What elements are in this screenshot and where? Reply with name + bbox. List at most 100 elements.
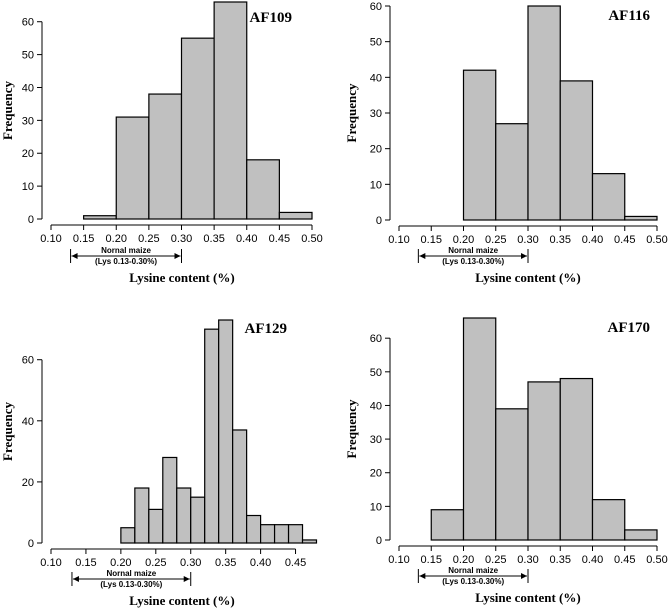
histogram-bar	[591, 499, 626, 541]
y-axis-label: Frequency	[344, 399, 359, 458]
y-axis-label: Frequency	[0, 81, 15, 140]
histogram-bar	[301, 539, 318, 544]
histogram-bar	[115, 116, 150, 220]
y-tick-label: 40	[22, 82, 34, 94]
histogram-bar	[591, 173, 626, 221]
x-tick-label: 0.20	[110, 557, 131, 569]
x-tick-label: 0.10	[388, 234, 409, 246]
normal-maize-range-annotation: Nornal maize (Lys 0.13-0.30%)	[70, 246, 182, 266]
x-tick-label: 0.30	[517, 554, 538, 566]
arrow-left-icon	[71, 253, 78, 259]
normal-maize-range-annotation: Nornal maize (Lys 0.13-0.30%)	[417, 246, 529, 266]
histogram-bar	[83, 215, 117, 220]
x-tick-label: 0.40	[236, 233, 257, 245]
y-tick-label: 30	[370, 434, 382, 446]
annotation-line-2: (Lys 0.13-0.30%)	[100, 580, 162, 589]
y-tick-label: 60	[22, 17, 34, 29]
histogram-bar	[148, 93, 183, 220]
histogram-bar	[190, 496, 206, 544]
y-tick-label: 20	[22, 477, 34, 489]
y-tick-label: 60	[370, 1, 382, 13]
histogram-bar	[527, 5, 561, 221]
histogram-bar	[624, 529, 658, 541]
x-tick-label: 0.40	[582, 234, 603, 246]
histogram-bar	[495, 408, 529, 541]
chart-title: AF170	[608, 320, 651, 336]
x-axis-label: Lysine content (%)	[475, 270, 580, 285]
y-tick-label: 20	[370, 468, 382, 480]
arrow-left-icon	[419, 253, 426, 259]
histogram-bar	[278, 211, 313, 220]
x-tick-label: 0.30	[517, 234, 538, 246]
y-tick-label: 30	[370, 108, 382, 120]
histogram-bar	[273, 524, 290, 544]
histogram-bar	[495, 123, 529, 221]
y-tick-label: 10	[370, 179, 382, 191]
y-tick-label: 40	[370, 400, 382, 412]
normal-maize-range-annotation: Nornal maize (Lys 0.13-0.30%)	[417, 566, 529, 586]
x-tick-label: 0.45	[614, 554, 635, 566]
histogram-panel-af116: 0.10 0.15 0.20 0.25 0.30 0.35 0.40 0.45 0.50 0 10 2…	[344, 1, 668, 285]
histogram-bar	[120, 527, 136, 544]
x-tick-label: 0.10	[40, 233, 61, 245]
x-tick-label: 0.50	[646, 234, 667, 246]
y-tick-label: 0	[28, 214, 34, 226]
x-tick-label: 0.10	[388, 554, 409, 566]
histogram-bar	[527, 381, 561, 541]
y-tick-label: 20	[370, 144, 382, 156]
y-tick-label: 0	[376, 535, 382, 547]
arrow-left-icon	[72, 576, 79, 582]
x-tick-label: 0.45	[269, 233, 290, 245]
x-tick-label: 0.15	[421, 234, 442, 246]
chart-title: AF109	[250, 10, 293, 26]
y-tick-label: 10	[370, 501, 382, 513]
histogram-bar	[624, 215, 658, 221]
x-tick-label: 0.25	[485, 554, 506, 566]
histogram-bar	[148, 508, 164, 544]
x-tick-label: 0.40	[250, 557, 271, 569]
arrow-right-icon	[183, 576, 190, 582]
y-tick-label: 0	[376, 215, 382, 227]
histogram-bar	[213, 1, 248, 220]
annotation-line-2: (Lys 0.13-0.30%)	[442, 577, 504, 586]
x-tick-label: 0.35	[550, 234, 571, 246]
annotation-line-1: Nornal maize	[106, 569, 156, 578]
x-tick-label: 0.45	[614, 234, 635, 246]
histogram-panel-af170: 0.10 0.15 0.20 0.25 0.30 0.35 0.40 0.45 0.50 0 10 2…	[344, 317, 668, 605]
y-axis-label: Frequency	[0, 402, 15, 461]
annotation-line-2: (Lys 0.13-0.30%)	[95, 257, 157, 266]
histogram-bar	[176, 487, 192, 544]
histogram-bar	[162, 456, 178, 544]
y-tick-label: 60	[22, 355, 34, 367]
x-tick-label: 0.45	[285, 557, 306, 569]
x-tick-label: 0.20	[453, 554, 474, 566]
x-axis-label: Lysine content (%)	[129, 593, 234, 608]
x-tick-label: 0.40	[582, 554, 603, 566]
histogram-bar	[218, 319, 234, 544]
y-tick-label: 50	[370, 367, 382, 379]
x-tick-label: 0.35	[203, 233, 224, 245]
x-tick-label: 0.25	[145, 557, 166, 569]
y-tick-label: 40	[370, 72, 382, 84]
x-tick-label: 0.50	[301, 233, 322, 245]
arrow-left-icon	[419, 573, 426, 579]
y-axis-label: Frequency	[344, 83, 359, 142]
arrow-right-icon	[521, 253, 527, 259]
annotation-line-1: Nornal maize	[448, 246, 498, 255]
x-tick-label: 0.25	[485, 234, 506, 246]
histogram-bar	[246, 159, 280, 220]
histogram-panel-af129: 0.10 0.15 0.20 0.25 0.30 0.35 0.40 0.45 0 20 40 60 A…	[0, 319, 318, 608]
histogram-panel-af109: 0.10 0.15 0.20 0.25 0.30 0.35 0.40 0.45 0.50 0 10 2…	[0, 1, 323, 285]
y-tick-label: 50	[22, 50, 34, 62]
histogram-bar	[559, 80, 594, 221]
y-tick-label: 20	[22, 148, 34, 160]
y-tick-label: 40	[22, 416, 34, 428]
x-tick-label: 0.15	[73, 233, 94, 245]
x-tick-label: 0.35	[215, 557, 236, 569]
y-tick-label: 60	[370, 333, 382, 345]
x-tick-label: 0.30	[171, 233, 192, 245]
x-tick-label: 0.10	[40, 557, 61, 569]
y-tick-label: 30	[22, 115, 34, 127]
histogram-bar	[559, 377, 594, 541]
